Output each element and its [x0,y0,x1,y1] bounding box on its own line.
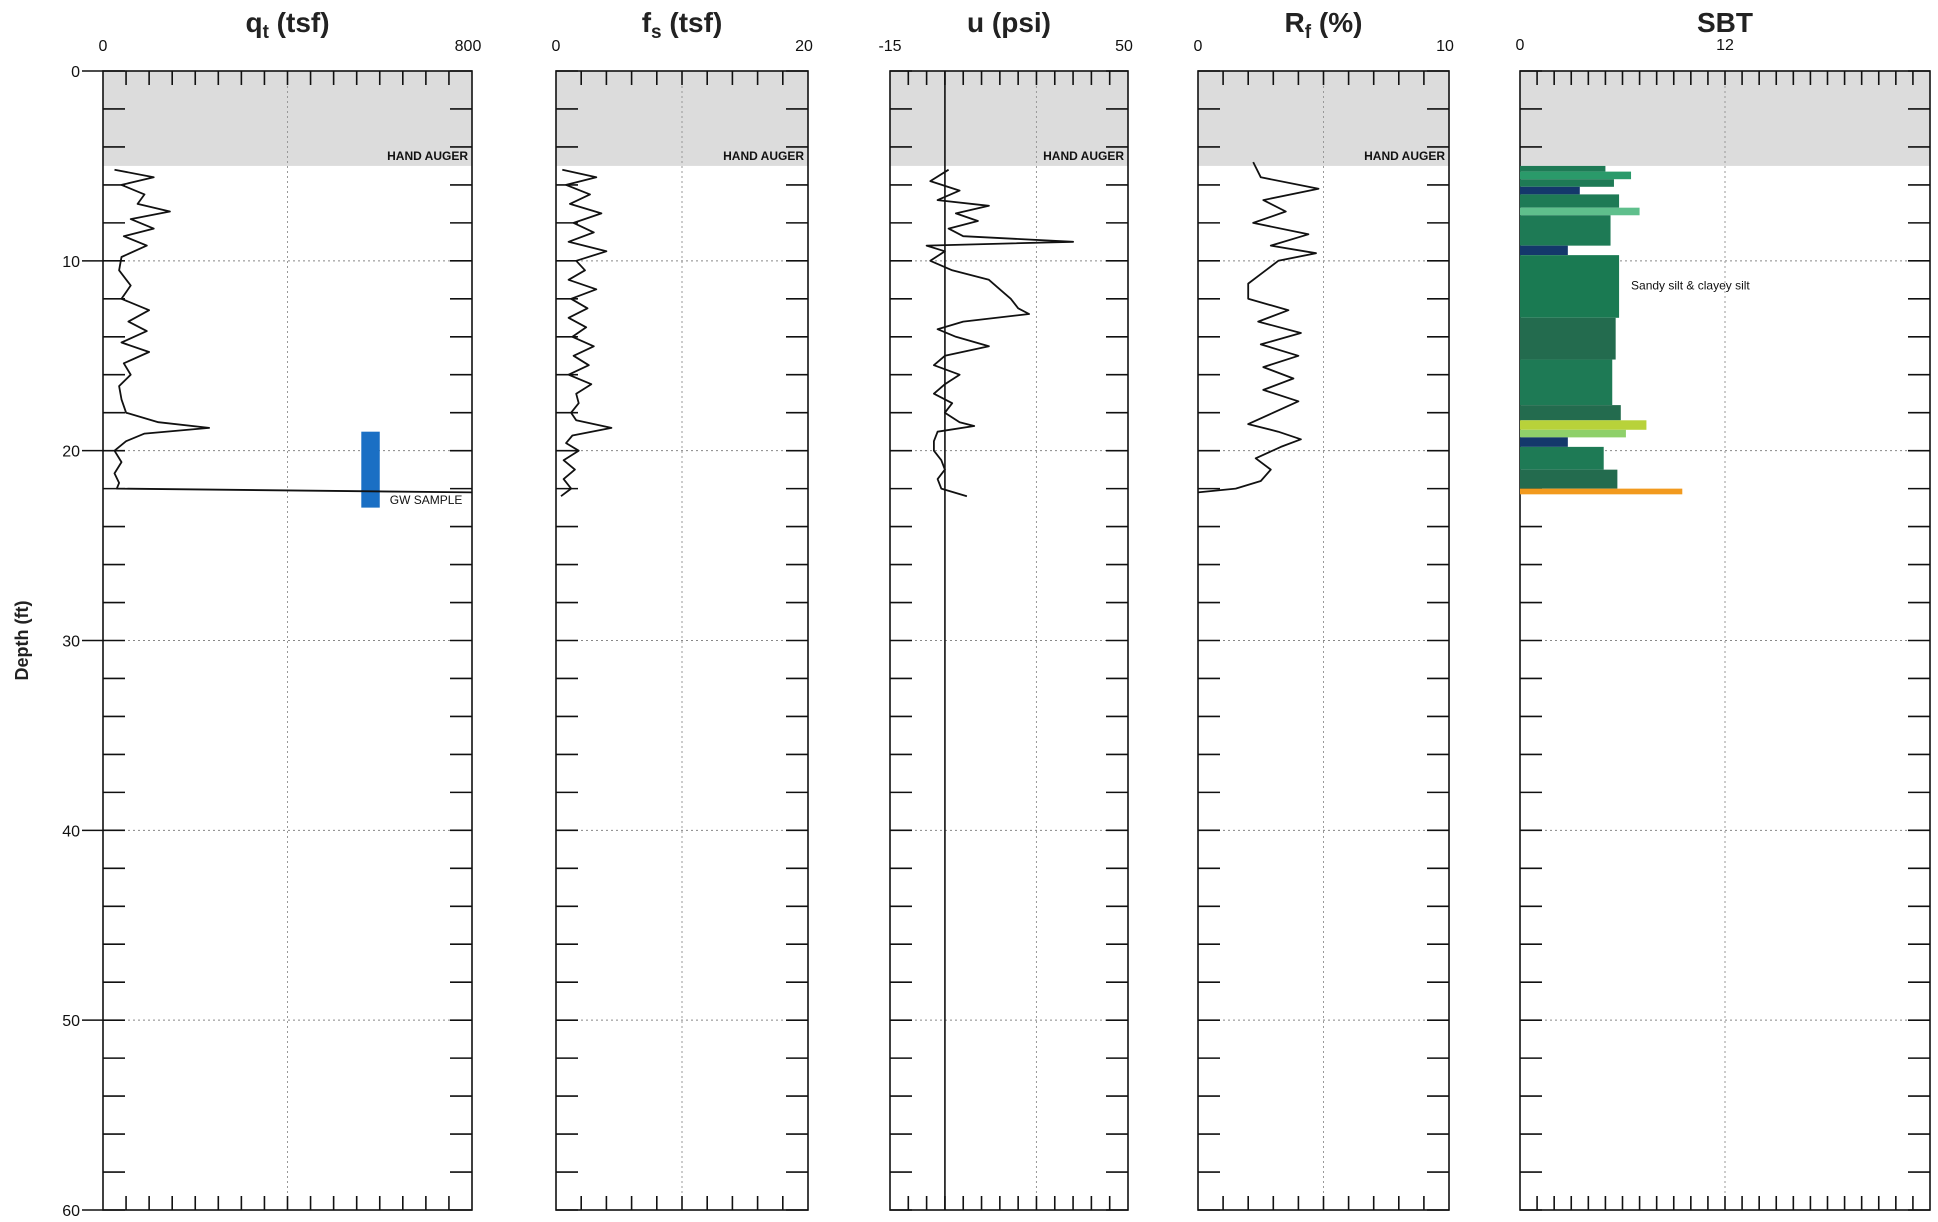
sbt-bar [1520,179,1614,187]
panel-frame [1519,70,1931,1211]
sbt-bar [1520,317,1616,360]
y-axis-label: Depth (ft) [12,601,32,681]
panel-title: qt (tsf) [245,7,329,43]
sbt-bar [1520,469,1618,489]
sbt-bar [1520,429,1626,438]
sbt-label: Sandy silt & clayey silt [1631,279,1750,293]
y-tick-label: 50 [62,1013,80,1030]
panel-title: fs (tsf) [642,7,723,43]
x-tick-label: -15 [878,38,901,55]
x-tick-label: 0 [1516,37,1525,54]
sbt-bar [1520,420,1647,430]
y-tick-label: 0 [71,64,80,81]
panel-u: HAND AUGER u (psi) -15 50 [878,7,1133,1211]
x-tick-label: 10 [1436,38,1454,55]
panel-sbt: SBT 0 12 Sandy silt & clayey silt [1516,7,1931,1211]
panel-frame [1197,70,1450,1211]
hand-auger-label: HAND AUGER [1043,149,1124,163]
sbt-bar [1520,194,1620,208]
sbt-bar [1520,215,1611,246]
x-tick-label: 0 [99,38,108,55]
y-tick-label: 20 [62,444,80,461]
series-line-qt [113,168,473,494]
hand-auger-label: HAND AUGER [723,149,804,163]
series-line-fs [560,168,613,497]
x-tick-label: 20 [795,38,813,55]
sbt-bar [1520,165,1606,172]
y-tick-label: 30 [62,634,80,651]
series-line-rf [1197,161,1320,494]
sbt-bar [1520,488,1683,495]
gw-sample-label: GW SAMPLE [390,493,463,507]
panel-qt: HAND AUGER qt (tsf) 0 800 GW SAMPLE [99,7,482,1211]
x-tick-label: 800 [455,38,482,55]
panel-fs: HAND AUGER fs (tsf) 0 20 [552,7,813,1211]
sbt-bar [1520,405,1621,421]
series-line-u [925,168,1074,498]
gw-sample-marker [361,431,380,508]
panel-frame [102,70,473,1211]
panel-title: SBT [1697,7,1753,38]
sbt-bar [1520,245,1568,256]
x-tick-label: 12 [1716,37,1734,54]
sbt-bar [1520,359,1613,406]
sbt-bar [1520,437,1568,447]
hand-auger-label: HAND AUGER [1364,149,1445,163]
panel-frame [889,70,1129,1211]
y-tick-label: 60 [62,1203,80,1220]
x-tick-label: 0 [552,38,561,55]
panel-rf: HAND AUGER Rf (%) 0 10 [1194,7,1454,1211]
hand-auger-label: HAND AUGER [387,149,468,163]
sbt-bar [1520,207,1640,216]
y-tick-label: 40 [62,823,80,840]
panel-title: Rf (%) [1285,7,1363,43]
x-tick-label: 50 [1115,38,1133,55]
x-tick-label: 0 [1194,38,1203,55]
sbt-bar [1520,186,1580,195]
hand-auger-zone [890,71,1128,166]
sbt-bar [1520,255,1620,318]
y-tick-label: 10 [62,254,80,271]
sbt-bar [1520,446,1604,470]
panel-title: u (psi) [967,7,1051,38]
panel-frame [555,70,809,1211]
sbt-bar [1520,171,1632,180]
